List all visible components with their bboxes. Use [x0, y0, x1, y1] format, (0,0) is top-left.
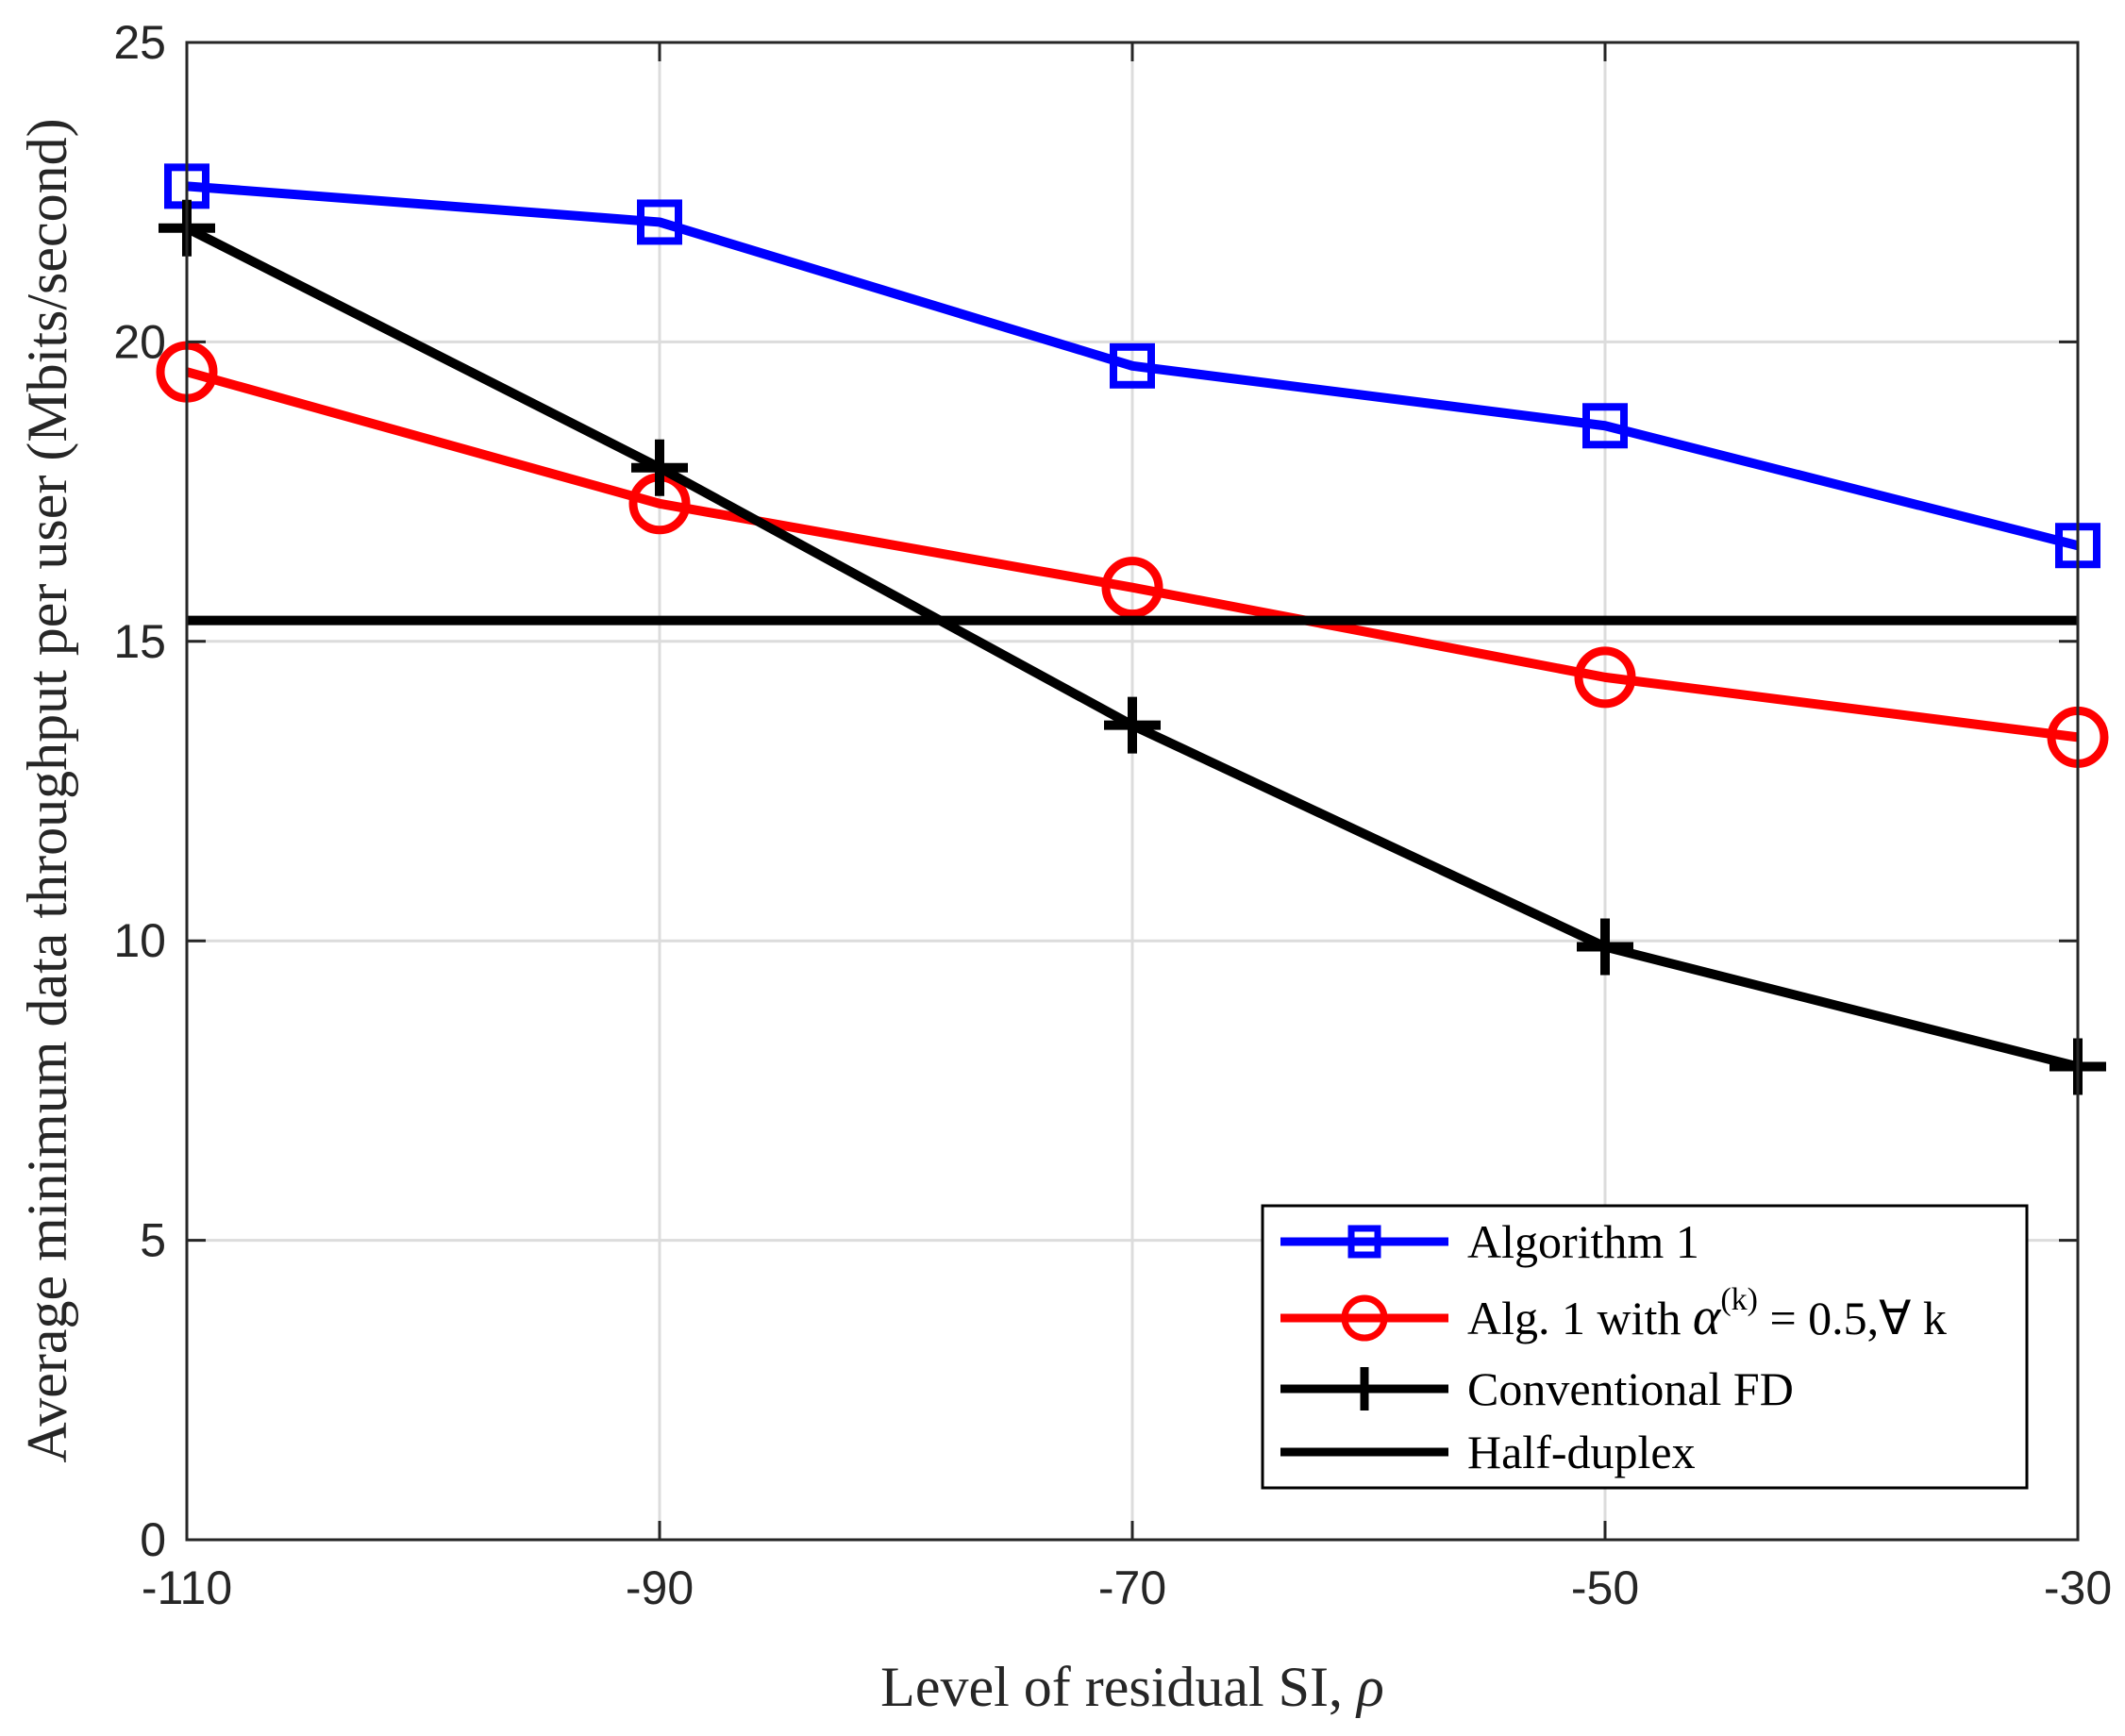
legend-marker-square [1347, 1225, 1381, 1259]
y-axis-label: Average minimum data throughput per user… [16, 118, 78, 1462]
y-tick-label: 5 [140, 1214, 166, 1267]
legend: Algorithm 1 Alg. 1 with α(k) = 0.5,∀ k C… [1261, 1204, 2029, 1490]
legend-label-conventional-fd: Conventional FD [1467, 1362, 1794, 1415]
x-axis-label: Level of residual SI, ρ [880, 1656, 1384, 1718]
axes: -110 -90 -70 -50 -30 0 5 10 15 20 25 [113, 16, 2112, 1614]
y-tick-label: 20 [113, 315, 166, 368]
legend-label-algorithm-1: Algorithm 1 [1467, 1215, 1699, 1268]
y-tick-label: 25 [113, 16, 166, 69]
x-axis-label-text: Level of residual SI, [880, 1656, 1357, 1718]
legend-marker-circle [1341, 1294, 1388, 1342]
legend-label-alg1-alpha: Alg. 1 with α(k) = 0.5,∀ k [1467, 1282, 1947, 1346]
legend-alpha-superscript: (k) [1720, 1282, 1758, 1317]
series-line-1 [185, 367, 2079, 743]
data-point-circle [1101, 557, 1163, 619]
y-tick-label: 15 [113, 615, 166, 668]
series-line-0 [186, 181, 2080, 551]
data-point-square [1582, 403, 1628, 449]
legend-alpha-suffix: = 0.5,∀ k [1758, 1292, 1947, 1344]
data-point-square [637, 199, 682, 245]
data-point-circle [1574, 646, 1636, 709]
y-tick-label: 10 [113, 914, 166, 967]
legend-alpha-symbol: α [1693, 1288, 1722, 1346]
data-point-square [1110, 342, 1155, 389]
legend-label-half-duplex: Half-duplex [1467, 1426, 1696, 1478]
y-tick-label: 0 [140, 1513, 166, 1566]
x-tick-label: -70 [1098, 1561, 1166, 1614]
x-tick-label: -50 [1571, 1561, 1639, 1614]
x-tick-label: -90 [626, 1561, 694, 1614]
legend-alpha-prefix: Alg. 1 with [1467, 1292, 1693, 1344]
legend-box [1261, 1204, 2029, 1490]
x-axis-label-symbol: ρ [1355, 1656, 1384, 1718]
x-tick-label: -110 [142, 1561, 232, 1614]
x-tick-label: -30 [2044, 1561, 2112, 1614]
